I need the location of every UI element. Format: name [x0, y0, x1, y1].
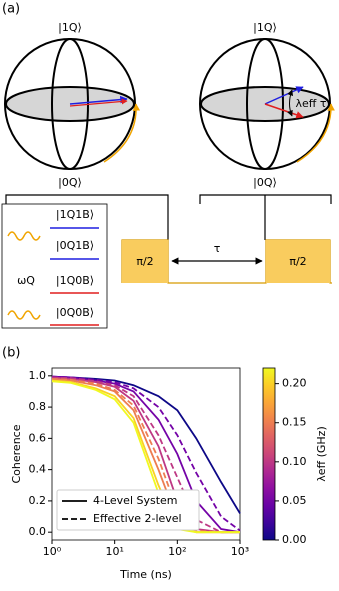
- panel-label: (a): [2, 2, 20, 17]
- level-label: |1Q1B⟩: [56, 208, 94, 221]
- frequency-label: ωQ: [17, 274, 35, 287]
- level-label: |0Q1B⟩: [56, 239, 94, 252]
- colorbar-tick-label: 0.15: [282, 416, 307, 429]
- colorbar: [262, 367, 276, 541]
- state-label: |0Q⟩: [253, 176, 277, 189]
- colorbar-label: λeff (GHz): [315, 426, 328, 482]
- y-tick-label: 0.0: [29, 525, 47, 538]
- y-tick-label: 0.6: [29, 431, 47, 444]
- connector: [5, 194, 332, 240]
- level-label: |1Q0B⟩: [56, 274, 94, 287]
- colorbar-tick-label: 0.05: [282, 494, 307, 507]
- state-label: |1Q⟩: [58, 21, 82, 34]
- state-label: |0Q⟩: [58, 176, 82, 189]
- colorbar-tick-label: 0.00: [282, 533, 307, 546]
- x-tick-label: 10¹: [105, 545, 123, 558]
- y-tick-label: 1.0: [29, 369, 47, 382]
- legend-label: Effective 2-level: [93, 512, 182, 525]
- panel-label: (b): [2, 346, 20, 361]
- state-label: |1Q⟩: [253, 21, 277, 34]
- bloch-sphere-left: [4, 38, 141, 170]
- y-tick-label: 0.2: [29, 494, 47, 507]
- x-tick-label: 10²: [168, 545, 186, 558]
- x-tick-label: 10³: [231, 545, 249, 558]
- y-tick-label: 0.4: [29, 463, 47, 476]
- colorbar-tick-label: 0.10: [282, 455, 307, 468]
- x-axis-label: Time (ns): [119, 568, 172, 581]
- y-tick-label: 0.8: [29, 400, 47, 413]
- legend-box: [56, 489, 200, 531]
- series-line: [51, 380, 240, 534]
- angle-label: λeff τ: [296, 97, 327, 110]
- series-line: [51, 378, 240, 534]
- bloch-sphere-right: [199, 38, 335, 170]
- series-line: [51, 376, 240, 534]
- delay-label: τ: [214, 242, 221, 255]
- level-label: |0Q0B⟩: [56, 306, 94, 319]
- x-tick-label: 10⁰: [43, 545, 62, 558]
- y-axis-label: Coherence: [10, 424, 23, 483]
- pulse-label: π/2: [136, 255, 153, 268]
- colorbar-tick-label: 0.20: [282, 377, 307, 390]
- pulse-sequence: [121, 239, 332, 284]
- level-diagram: [1, 203, 108, 329]
- plot-frame: [51, 367, 241, 541]
- pulse-label: π/2: [289, 255, 306, 268]
- series-line: [51, 375, 241, 532]
- legend-label: 4-Level System: [93, 494, 178, 507]
